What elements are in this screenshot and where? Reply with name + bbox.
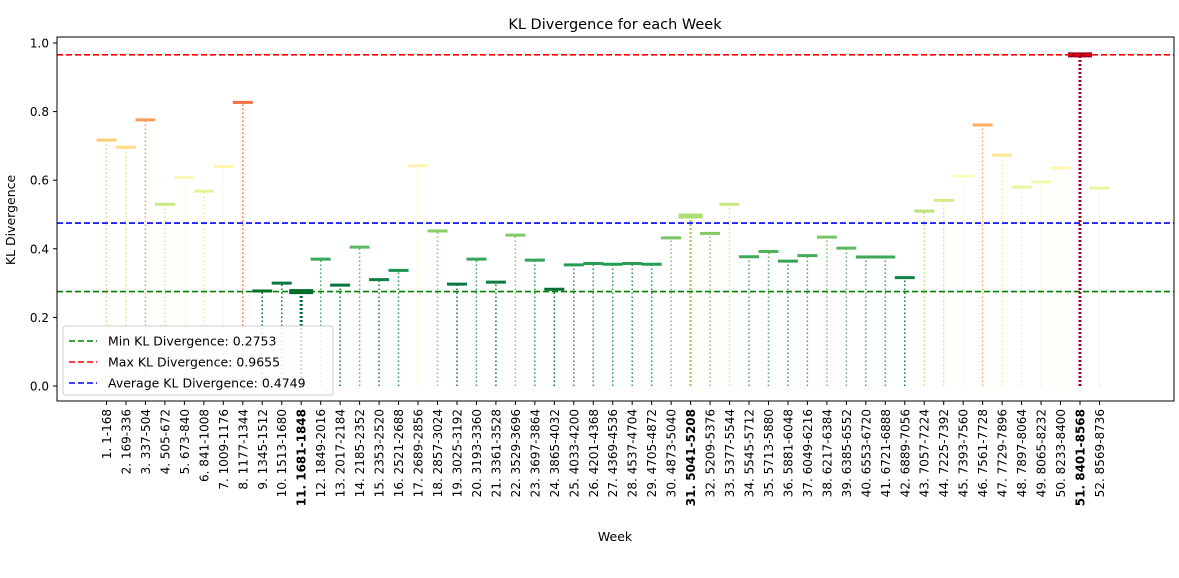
x-tick-label: 45. 7393-7560 bbox=[957, 409, 971, 497]
x-axis: 1. 1-168 2. 169-336 3. 337-504 4. 505-672 5.… bbox=[100, 401, 1107, 506]
x-tick-label: 37. 6049-6216 bbox=[801, 409, 815, 497]
x-tick-label: 3. 337-504 bbox=[139, 409, 153, 474]
legend-label-0: Min KL Divergence: 0.2753 bbox=[108, 334, 276, 349]
x-tick-label: 46. 7561-7728 bbox=[976, 409, 990, 497]
x-tick-label: 12. 1849-2016 bbox=[314, 409, 328, 497]
legend-label-1: Max KL Divergence: 0.9655 bbox=[108, 355, 280, 370]
x-tick-label: 24. 3865-4032 bbox=[548, 409, 562, 497]
x-tick-label: 48. 7897-8064 bbox=[1015, 409, 1029, 497]
x-tick-label: 17. 2689-2856 bbox=[412, 409, 426, 497]
reference-lines bbox=[57, 54, 1174, 293]
x-tick-label: 5. 673-840 bbox=[178, 409, 192, 474]
x-tick-label: 35. 5713-5880 bbox=[762, 409, 776, 497]
y-tick-label: 0.4 bbox=[30, 242, 49, 256]
x-tick-label: 7. 1009-1176 bbox=[217, 409, 231, 490]
x-tick-label: 42. 6889-7056 bbox=[898, 409, 912, 497]
x-tick-label: 43. 7057-7224 bbox=[918, 409, 932, 497]
x-tick-label: 51. 8401-8568 bbox=[1074, 409, 1088, 506]
x-tick-label: 18. 2857-3024 bbox=[431, 409, 445, 497]
x-tick-label: 44. 7225-7392 bbox=[937, 409, 951, 497]
y-axis-label: KL Divergence bbox=[3, 175, 18, 266]
x-tick-label: 23. 3697-3864 bbox=[528, 409, 542, 497]
x-tick-label: 14. 2185-2352 bbox=[353, 409, 367, 497]
stem-lines bbox=[105, 54, 1101, 386]
x-tick-label: 20. 3193-3360 bbox=[470, 409, 484, 497]
plot-frame bbox=[56, 36, 1175, 402]
x-tick-label: 8. 1177-1344 bbox=[236, 409, 250, 490]
x-tick-label: 38. 6217-6384 bbox=[820, 409, 834, 497]
x-tick-label: 29. 4705-4872 bbox=[645, 409, 659, 497]
x-tick-label: 26. 4201-4368 bbox=[587, 409, 601, 497]
x-tick-label: 22. 3529-3696 bbox=[509, 409, 523, 497]
x-tick-label: 40. 6553-6720 bbox=[859, 409, 873, 497]
value-caps bbox=[96, 52, 1110, 295]
x-tick-label: 31. 5041-5208 bbox=[684, 409, 698, 506]
x-tick-label: 10. 1513-1680 bbox=[275, 409, 289, 497]
x-tick-label: 28. 4537-4704 bbox=[626, 409, 640, 497]
x-tick-label: 9. 1345-1512 bbox=[256, 409, 270, 490]
x-tick-label: 47. 7729-7896 bbox=[996, 409, 1010, 497]
legend-box bbox=[62, 325, 334, 396]
x-tick-label: 15. 2353-2520 bbox=[373, 409, 387, 497]
legend-label-2: Average KL Divergence: 0.4749 bbox=[108, 376, 306, 391]
x-tick-label: 36. 5881-6048 bbox=[781, 409, 795, 497]
x-tick-label: 33. 5377-5544 bbox=[723, 409, 737, 497]
x-tick-label: 27. 4369-4536 bbox=[606, 409, 620, 497]
x-tick-label: 34. 5545-5712 bbox=[743, 409, 757, 497]
x-tick-label: 11. 1681-1848 bbox=[295, 409, 309, 506]
y-tick-label: 0.6 bbox=[30, 174, 49, 188]
y-tick-label: 1.0 bbox=[30, 37, 49, 51]
y-tick-label: 0.0 bbox=[30, 380, 49, 394]
legend: Min KL Divergence: 0.2753 Max KL Divergen… bbox=[62, 325, 334, 396]
x-tick-label: 21. 3361-3528 bbox=[489, 409, 503, 497]
chart-title: KL Divergence for each Week bbox=[508, 17, 722, 33]
x-tick-label: 2. 169-336 bbox=[119, 409, 133, 474]
x-tick-label: 49. 8065-8232 bbox=[1035, 409, 1049, 497]
x-tick-label: 4. 505-672 bbox=[158, 409, 172, 474]
y-axis: 0.0 0.2 0.4 0.6 0.8 1.0 bbox=[30, 37, 57, 394]
x-tick-label: 13. 2017-2184 bbox=[334, 409, 348, 497]
x-tick-label: 19. 3025-3192 bbox=[450, 409, 464, 497]
x-tick-label: 41. 6721-6888 bbox=[879, 409, 893, 497]
x-axis-label: Week bbox=[598, 529, 633, 544]
x-tick-label: 1. 1-168 bbox=[100, 409, 114, 459]
x-tick-label: 6. 841-1008 bbox=[197, 409, 211, 482]
y-tick-label: 0.8 bbox=[30, 105, 49, 119]
x-tick-label: 50. 8233-8400 bbox=[1054, 409, 1068, 497]
x-tick-label: 30. 4873-5040 bbox=[665, 409, 679, 497]
x-tick-label: 16. 2521-2688 bbox=[392, 409, 406, 497]
x-tick-label: 25. 4033-4200 bbox=[567, 409, 581, 497]
y-tick-label: 0.2 bbox=[30, 311, 49, 325]
x-tick-label: 52. 8569-8736 bbox=[1093, 409, 1107, 497]
x-tick-label: 32. 5209-5376 bbox=[704, 409, 718, 497]
x-tick-label: 39. 6385-6552 bbox=[840, 409, 854, 497]
